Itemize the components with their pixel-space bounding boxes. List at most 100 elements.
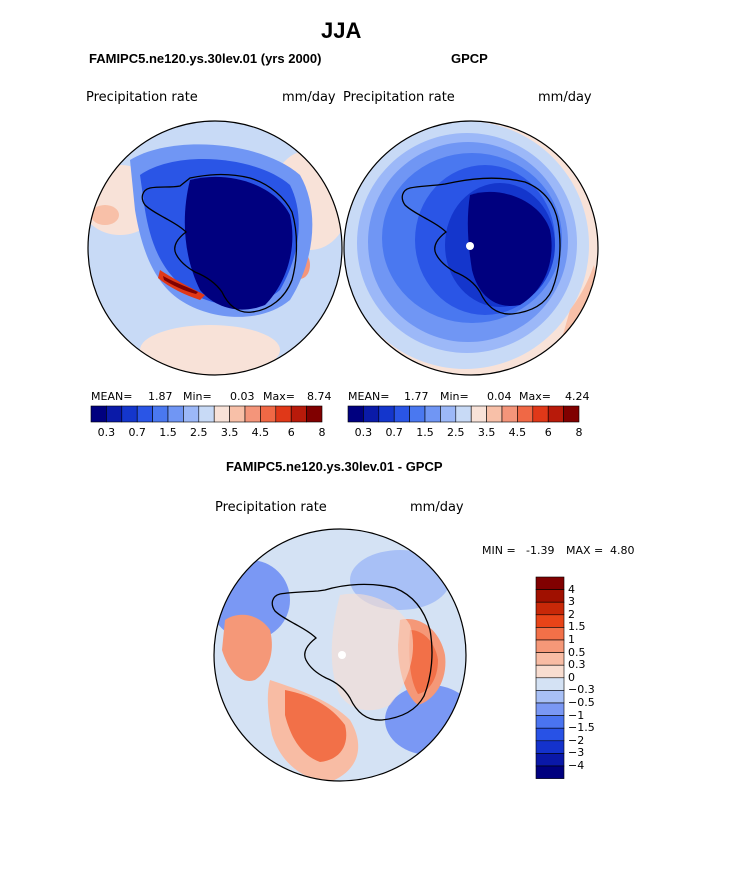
obs-colorbar-tick-label: 4.5 (508, 426, 527, 439)
diff-colorbar-tick-label: 4 (568, 582, 575, 596)
obs-colorbar-cell (501, 405, 518, 423)
diff-colorbar-cell (535, 765, 565, 779)
diff-colorbar-tick-label: 2 (568, 607, 575, 621)
obs-colorbar-cell (363, 405, 380, 423)
model-min-label: Min= (183, 390, 212, 403)
diff-max-value: 4.80 (610, 544, 635, 557)
diff-colorbar-tick-label: −4 (568, 759, 585, 772)
obs-colorbar-cell (409, 405, 426, 423)
model-colorbar-cell (290, 405, 307, 423)
main-title: JJA (321, 18, 362, 43)
diff-colorbar-tick-label: 0.3 (568, 658, 586, 672)
model-colorbar-cell (121, 405, 138, 423)
model-colorbar-tick-label: 8 (318, 426, 326, 439)
model-colorbar (90, 405, 323, 423)
obs-panel-title: GPCP (451, 51, 488, 66)
diff-colorbar-cell (535, 727, 565, 742)
obs-colorbar-cell (486, 405, 503, 423)
model-colorbar-cell (167, 405, 184, 423)
diff-colorbar-cell (535, 614, 565, 628)
obs-colorbar-cell (347, 405, 364, 423)
diff-min-label: MIN = (482, 544, 516, 557)
model-colorbar-cell (213, 405, 230, 423)
model-colorbar-cell (152, 405, 169, 423)
diff-variable-label: Precipitation rate (215, 500, 327, 515)
model-colorbar-cell (136, 405, 153, 423)
obs-colorbar-tick-label: 6 (544, 426, 552, 439)
obs-colorbar-tick-label: 8 (575, 426, 583, 439)
model-colorbar-cell (306, 405, 323, 423)
diff-colorbar-cell (535, 601, 565, 616)
model-colorbar-tick-label: 1.5 (159, 426, 177, 439)
diff-colorbar-tick-label: 0 (568, 670, 575, 684)
diff-colorbar-cell (535, 753, 565, 767)
model-mean-label: MEAN= (91, 390, 133, 403)
model-precip-map (88, 121, 342, 375)
model-colorbar-cell (260, 405, 277, 423)
diff-colorbar-tick-label: 3 (568, 595, 575, 609)
model-panel-title: FAMIPC5.ne120.ys.30lev.01 (yrs 2000) (89, 51, 322, 66)
model-colorbar-tick-label: 2.5 (190, 426, 208, 439)
diff-colorbar-cell (535, 639, 565, 653)
diff-min-value: -1.39 (526, 544, 555, 557)
model-colorbar-cell (90, 405, 107, 423)
diff-colorbar-cell (535, 677, 565, 691)
obs-units-label: mm/day (538, 90, 592, 105)
model-mean-value: 1.87 (148, 390, 173, 403)
model-colorbar-cell (275, 405, 292, 423)
obs-colorbar-cell (455, 405, 472, 423)
obs-colorbar-cell (517, 405, 534, 423)
obs-precip-map (344, 121, 598, 375)
diff-colorbar-cell (535, 652, 565, 666)
diff-colorbar-tick-label: −1.5 (568, 721, 595, 735)
model-colorbar-tick-label: 0.7 (128, 426, 146, 439)
obs-max-value: 4.24 (565, 390, 590, 403)
model-colorbar-cell (229, 405, 246, 423)
obs-colorbar-tick-label: 0.7 (385, 426, 403, 439)
obs-colorbar-cell (563, 405, 580, 423)
diff-colorbar-tick-label: 0.5 (568, 645, 586, 659)
model-variable-label: Precipitation rate (86, 90, 198, 105)
obs-variable-label: Precipitation rate (343, 90, 455, 105)
model-colorbar-tick-label: 4.5 (251, 426, 270, 439)
model-colorbar-cell (198, 405, 215, 423)
model-colorbar-tick-label: 3.5 (220, 426, 239, 439)
model-colorbar-cell (183, 405, 200, 423)
obs-min-label: Min= (440, 390, 469, 403)
obs-colorbar-cell (378, 405, 395, 423)
diff-colorbar-cell (535, 690, 565, 704)
obs-colorbar-cell (440, 405, 457, 423)
model-max-label: Max= (263, 390, 295, 403)
obs-colorbar-tick-label: 2.5 (447, 426, 465, 439)
obs-colorbar-tick-label: 0.3 (354, 426, 373, 439)
diff-colorbar-cell (535, 740, 565, 754)
diff-colorbar-cell (535, 627, 565, 641)
model-units-label: mm/day (282, 90, 336, 105)
obs-colorbar-cell (393, 405, 410, 423)
model-colorbar-cell (244, 405, 261, 423)
model-colorbar-tick-label: 6 (287, 426, 295, 439)
model-max-value: 8.74 (307, 390, 332, 403)
diff-panel-title: FAMIPC5.ne120.ys.30lev.01 - GPCP (226, 459, 443, 474)
diff-colorbar-cell (535, 702, 565, 716)
model-colorbar-cell (106, 405, 123, 423)
diff-colorbar-tick-label: −0.3 (568, 683, 595, 697)
obs-mean-value: 1.77 (404, 390, 429, 403)
obs-colorbar (347, 405, 580, 423)
diff-max-label: MAX = (566, 544, 604, 557)
obs-max-label: Max= (519, 390, 551, 403)
obs-min-value: 0.04 (487, 390, 512, 403)
diff-colorbar-tick-label: 1 (568, 633, 575, 646)
diff-precip-map (214, 529, 466, 781)
diff-colorbar-cell (535, 664, 565, 679)
diff-colorbar-tick-label: −2 (568, 733, 585, 747)
diff-colorbar-tick-label: −3 (568, 746, 585, 760)
diff-colorbar (535, 576, 565, 779)
obs-colorbar-tick-label: 1.5 (416, 426, 434, 439)
model-min-value: 0.03 (230, 390, 255, 403)
diff-colorbar-tick-label: −1 (568, 708, 585, 722)
diff-colorbar-tick-label: 1.5 (568, 620, 586, 634)
diff-colorbar-cell (535, 576, 565, 590)
diff-colorbar-cell (535, 589, 565, 603)
